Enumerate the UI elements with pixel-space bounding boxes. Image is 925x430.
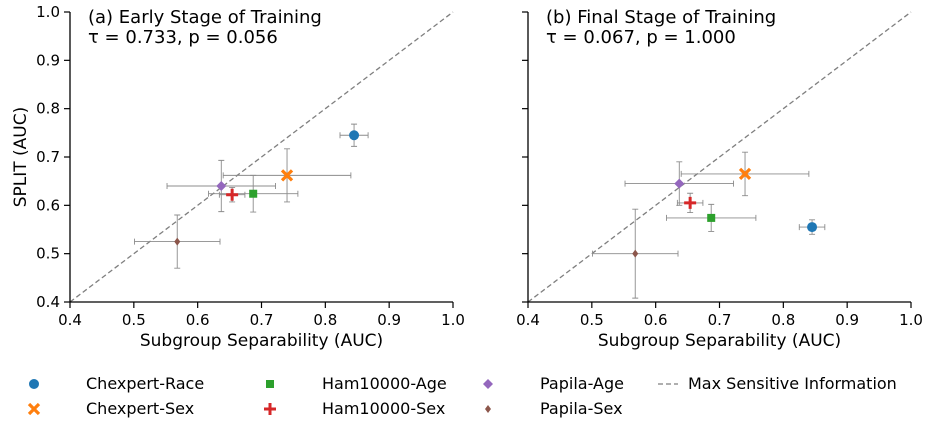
x-tick-label: 0.4 (58, 311, 82, 329)
data-point-papila-sex (134, 214, 221, 269)
data-point-chexpert-sex (680, 151, 810, 197)
legend-item-chexpert-sex: Chexpert-Sex (27, 399, 194, 418)
panel-final-stage: 0.4 0.5 0.6 0.7 0.8 0.9 1.0 (b) Final Stage of … (516, 7, 923, 351)
y-tick-label: 0.8 (36, 100, 60, 118)
data-point-ham10000-sex (218, 187, 246, 203)
legend-marker-plus (264, 403, 276, 415)
legend-item-papila-sex: Papila-Sex (485, 399, 623, 418)
y-tick-label: 0.5 (36, 245, 60, 263)
panel-statistic: τ = 0.067, p = 1.000 (546, 27, 736, 48)
panel-title: (b) Final Stage of Training (546, 7, 776, 28)
x-tick-label: 0.6 (186, 311, 210, 329)
legend-marker-x (27, 402, 41, 416)
legend-item-chexpert-race: Chexpert-Race (29, 374, 204, 393)
legend-label: Papila-Sex (540, 399, 623, 418)
y-tick-label: 0.4 (36, 293, 60, 311)
data-point-ham10000-age (208, 174, 299, 213)
legend-label: Chexpert-Race (86, 374, 204, 393)
x-tick-label: 0.5 (580, 311, 604, 329)
x-tick-label: 0.8 (313, 311, 337, 329)
x-tick-label: 0.4 (516, 311, 540, 329)
marker-thin-diamond (632, 249, 639, 258)
max-sensitive-information-line (527, 11, 912, 303)
marker-diamond (216, 181, 227, 191)
marker-diamond (674, 178, 685, 189)
data-point-papila-age (624, 161, 734, 206)
panel-statistic: τ = 0.733, p = 0.056 (88, 27, 278, 48)
panel-title: (a) Early Stage of Training (88, 7, 322, 28)
y-axis-label: SPLIT (AUC) (11, 107, 31, 208)
marker-thin-diamond (174, 237, 181, 246)
data-point-papila-age (166, 159, 276, 213)
marker-plus (226, 188, 239, 201)
legend-marker-diamond (483, 379, 493, 389)
data-point-chexpert-race (339, 123, 369, 147)
marker-circle (349, 130, 360, 141)
legend-item-ham10000-sex: Ham10000-Sex (264, 399, 445, 418)
y-tick-label: 0.6 (36, 196, 60, 214)
panel-early-stage: 0.4 0.5 0.6 0.7 0.8 0.9 1.0 0.4 0.5 0.6 0.7 0.8 0.9 1… (11, 3, 465, 351)
legend-marker-circle (29, 379, 39, 389)
marker-plus (684, 196, 697, 209)
x-tick-label: 0.7 (708, 311, 732, 329)
legend-label: Max Sensitive Information (688, 374, 897, 393)
y-tick-label: 0.7 (36, 148, 60, 166)
data-point-ham10000-age (666, 203, 757, 232)
legend: Chexpert-Race Chexpert-Sex Ham10000-Age Ham… (27, 374, 897, 418)
x-tick-label: 0.9 (835, 311, 859, 329)
marker-x (280, 169, 294, 182)
legend-label: Chexpert-Sex (86, 399, 194, 418)
legend-label: Ham10000-Sex (322, 399, 445, 418)
legend-item-max-sensitive-information: Max Sensitive Information (658, 374, 897, 393)
x-tick-label: 0.7 (250, 311, 274, 329)
legend-marker-thin-diamond (485, 405, 491, 413)
legend-label: Ham10000-Age (322, 374, 447, 393)
x-tick-label: 0.8 (771, 311, 795, 329)
data-point-papila-sex (592, 208, 679, 299)
x-tick-label: 0.9 (377, 311, 401, 329)
marker-x (738, 167, 752, 181)
max-sensitive-information-line (69, 11, 454, 303)
marker-square (707, 213, 716, 222)
y-tick-label: 1.0 (36, 3, 60, 21)
legend-item-papila-age: Papila-Age (483, 374, 624, 393)
x-tick-label: 1.0 (441, 311, 465, 329)
legend-marker-square (266, 380, 274, 388)
legend-label: Papila-Age (540, 374, 624, 393)
x-tick-label: 1.0 (899, 311, 923, 329)
x-axis-label: Subgroup Separability (AUC) (140, 331, 383, 351)
x-tick-label: 0.6 (644, 311, 668, 329)
marker-square (249, 189, 258, 198)
marker-circle (807, 222, 818, 233)
data-point-ham10000-sex (676, 192, 704, 214)
legend-item-ham10000-age: Ham10000-Age (266, 374, 447, 393)
x-axis-label: Subgroup Separability (AUC) (598, 331, 841, 351)
data-point-chexpert-race (798, 219, 826, 235)
y-tick-label: 0.9 (36, 51, 60, 69)
x-tick-label: 0.5 (122, 311, 146, 329)
data-point-chexpert-sex (222, 148, 352, 203)
